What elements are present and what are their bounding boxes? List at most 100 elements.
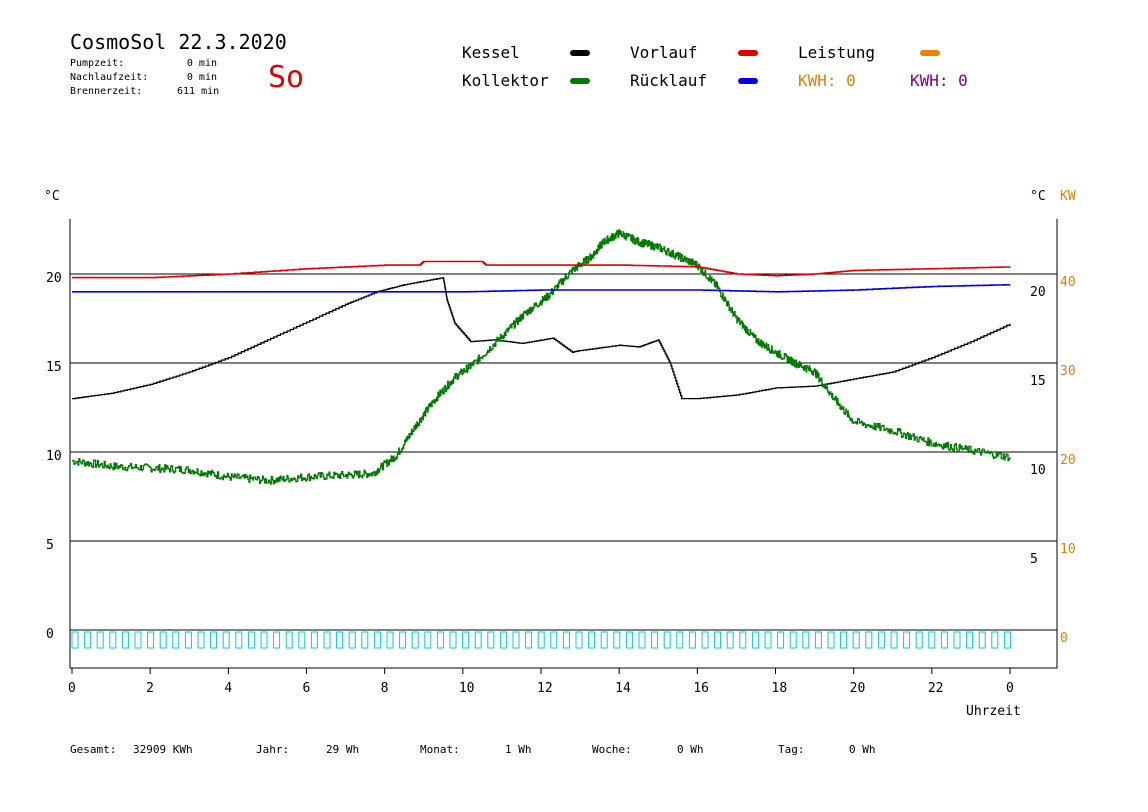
pump-marker — [714, 631, 722, 649]
pump-marker — [184, 631, 192, 649]
pump-marker — [84, 631, 92, 649]
pump-marker — [550, 631, 558, 649]
y-tick-left: 0 — [46, 627, 54, 642]
footer-monat-value: 1 Wh — [505, 743, 532, 756]
pump-marker — [172, 631, 180, 649]
y-tick-kw: 10 — [1060, 542, 1076, 557]
x-axis-label: Uhrzeit — [966, 704, 1021, 719]
y-tick-left: 10 — [46, 449, 62, 464]
x-tick-label: 20 — [850, 681, 866, 696]
footer-woche-value: 0 Wh — [677, 743, 704, 756]
pump-marker — [373, 631, 381, 649]
pump-marker — [903, 631, 911, 649]
pump-marker — [285, 631, 293, 649]
series-layer — [72, 229, 1011, 485]
pump-marker — [235, 631, 243, 649]
footer-tag-label: Tag: — [778, 743, 805, 756]
pump-marker — [625, 631, 633, 649]
x-tick-label: 14 — [615, 681, 631, 696]
legend-ruecklauf-label: Rücklauf — [630, 71, 708, 90]
footer-gesamt-value: 32909 KWh — [133, 743, 193, 756]
pump-marker — [159, 631, 167, 649]
pump-marker — [1003, 631, 1011, 649]
pump-marker — [210, 631, 218, 649]
pump-marker — [676, 631, 684, 649]
pump-marker — [134, 631, 142, 649]
pump-marker — [310, 631, 318, 649]
pump-marker — [323, 631, 331, 649]
pump-marker — [525, 631, 533, 649]
series-line-ruecklauf — [72, 284, 1011, 293]
footer-monat-label: Monat: — [420, 743, 460, 756]
x-tick-label: 4 — [224, 681, 232, 696]
pump-marker — [764, 631, 772, 649]
pump-marker — [877, 631, 885, 649]
y-tick-right: 10 — [1030, 463, 1046, 478]
pump-marker — [966, 631, 974, 649]
brennerzeit-value: 611 min — [177, 86, 220, 97]
pump-marker — [298, 631, 306, 649]
weekday-label: So — [268, 60, 305, 95]
pump-marker — [575, 631, 583, 649]
pumpzeit-label: Pumpzeit: — [70, 58, 125, 69]
series-line-kollektor — [72, 229, 1011, 485]
pumpzeit-value: 0 min — [186, 58, 217, 69]
pump-marker — [487, 631, 495, 649]
pump-marker — [71, 631, 79, 649]
pump-marker — [789, 631, 797, 649]
x-tick-label: 18 — [772, 681, 788, 696]
legend-leistung-label: Leistung — [798, 43, 876, 62]
nachlaufzeit-label: Nachlaufzeit: — [70, 72, 149, 83]
pump-marker — [726, 631, 734, 649]
pump-marker — [802, 631, 810, 649]
pump-marker — [638, 631, 646, 649]
axis-layer — [69, 219, 1058, 669]
pump-marker — [260, 631, 268, 649]
pump-marker — [688, 631, 696, 649]
pump-marker — [121, 631, 129, 649]
pump-marker — [399, 631, 407, 649]
y-tick-left: 15 — [46, 360, 62, 375]
y-tick-left: 20 — [46, 271, 62, 286]
pump-marker — [273, 631, 281, 649]
pump-marker — [890, 631, 898, 649]
pump-marker — [814, 631, 822, 649]
legend-vorlauf-swatch — [738, 50, 758, 56]
pump-marker — [777, 631, 785, 649]
pump-marker — [499, 631, 507, 649]
y-tick-kw: 20 — [1060, 453, 1076, 468]
legend-kessel-swatch — [570, 50, 590, 56]
y-axis-right-unit: °C — [1030, 189, 1046, 204]
pump-marker — [109, 631, 117, 649]
pump-marker — [588, 631, 596, 649]
footer-jahr-label: Jahr: — [256, 743, 290, 756]
pump-marker — [852, 631, 860, 649]
legend-leistung-swatch — [920, 50, 940, 56]
nachlaufzeit-value: 0 min — [186, 72, 217, 83]
pump-marker — [436, 631, 444, 649]
x-tick-label: 2 — [146, 681, 154, 696]
pump-marker — [953, 631, 961, 649]
pump-marker — [222, 631, 230, 649]
pump-marker — [928, 631, 936, 649]
pump-marker — [915, 631, 923, 649]
page-title: CosmoSol 22.3.2020 — [70, 30, 287, 54]
x-tick-label: 16 — [693, 681, 709, 696]
x-tick-label: 0 — [68, 681, 76, 696]
pump-marker — [449, 631, 457, 649]
pump-marker — [865, 631, 873, 649]
pump-marker — [247, 631, 255, 649]
pump-marker — [361, 631, 369, 649]
legend-kollektor-swatch — [570, 78, 590, 84]
pump-marker — [991, 631, 999, 649]
x-tick-label: 6 — [303, 681, 311, 696]
legend-kwh-purple: KWH: 0 — [910, 71, 968, 90]
pump-marker — [940, 631, 948, 649]
series-line-vorlauf — [72, 260, 1011, 279]
x-tick-label: 8 — [381, 681, 389, 696]
y-tick-right: 15 — [1030, 374, 1046, 389]
footer-gesamt-label: Gesamt: — [70, 743, 117, 756]
pump-marker — [651, 631, 659, 649]
pump-marker — [424, 631, 432, 649]
